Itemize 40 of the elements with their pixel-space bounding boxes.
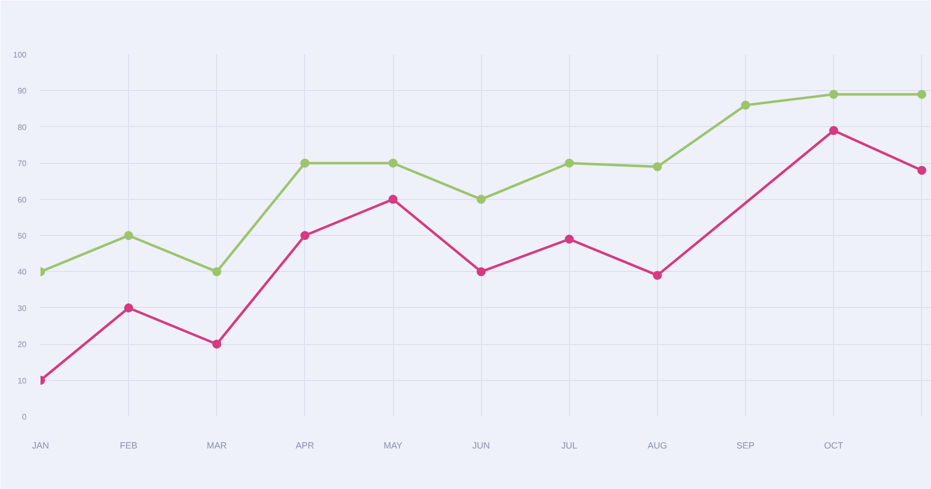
y-tick-label: 40 [18,268,28,277]
y-tick-label: 20 [18,340,28,350]
point [741,100,750,110]
x-tick-label: JAN [32,440,50,450]
y-tick-label: 0 [22,412,28,422]
y-tick-label: 70 [18,159,28,168]
point [476,194,486,204]
x-tick-label: SEP [736,440,755,450]
y-tick-label: 10 [18,376,28,386]
x-tick-label: MAY [384,440,402,450]
x-tick-label: JUL [561,440,578,450]
point [564,234,574,244]
point [917,90,926,99]
point [917,166,926,175]
point [652,162,662,172]
point [124,231,134,240]
x-tick-label: JUN [472,440,490,450]
y-tick-label: 90 [18,86,28,96]
x-tick-label: FEB [120,440,138,450]
point [652,270,662,280]
point [388,194,398,204]
point [476,267,486,276]
point [212,340,222,349]
y-tick-label: 80 [18,122,28,132]
point [300,231,310,240]
point [564,158,574,168]
point [212,267,222,276]
point [300,158,310,168]
point [388,158,398,168]
x-tick-label: AUG [648,440,668,450]
point [829,126,838,136]
point [829,90,838,99]
x-tick-label: MAR [206,440,228,450]
y-tick-label: 50 [18,232,28,240]
y-tick-label: 100 [13,50,28,60]
x-tick-label: APR [296,440,315,450]
y-tick-label: 60 [18,195,28,204]
point [124,303,134,312]
x-tick-label: OCT [824,440,844,450]
y-tick-label: 30 [18,304,28,313]
